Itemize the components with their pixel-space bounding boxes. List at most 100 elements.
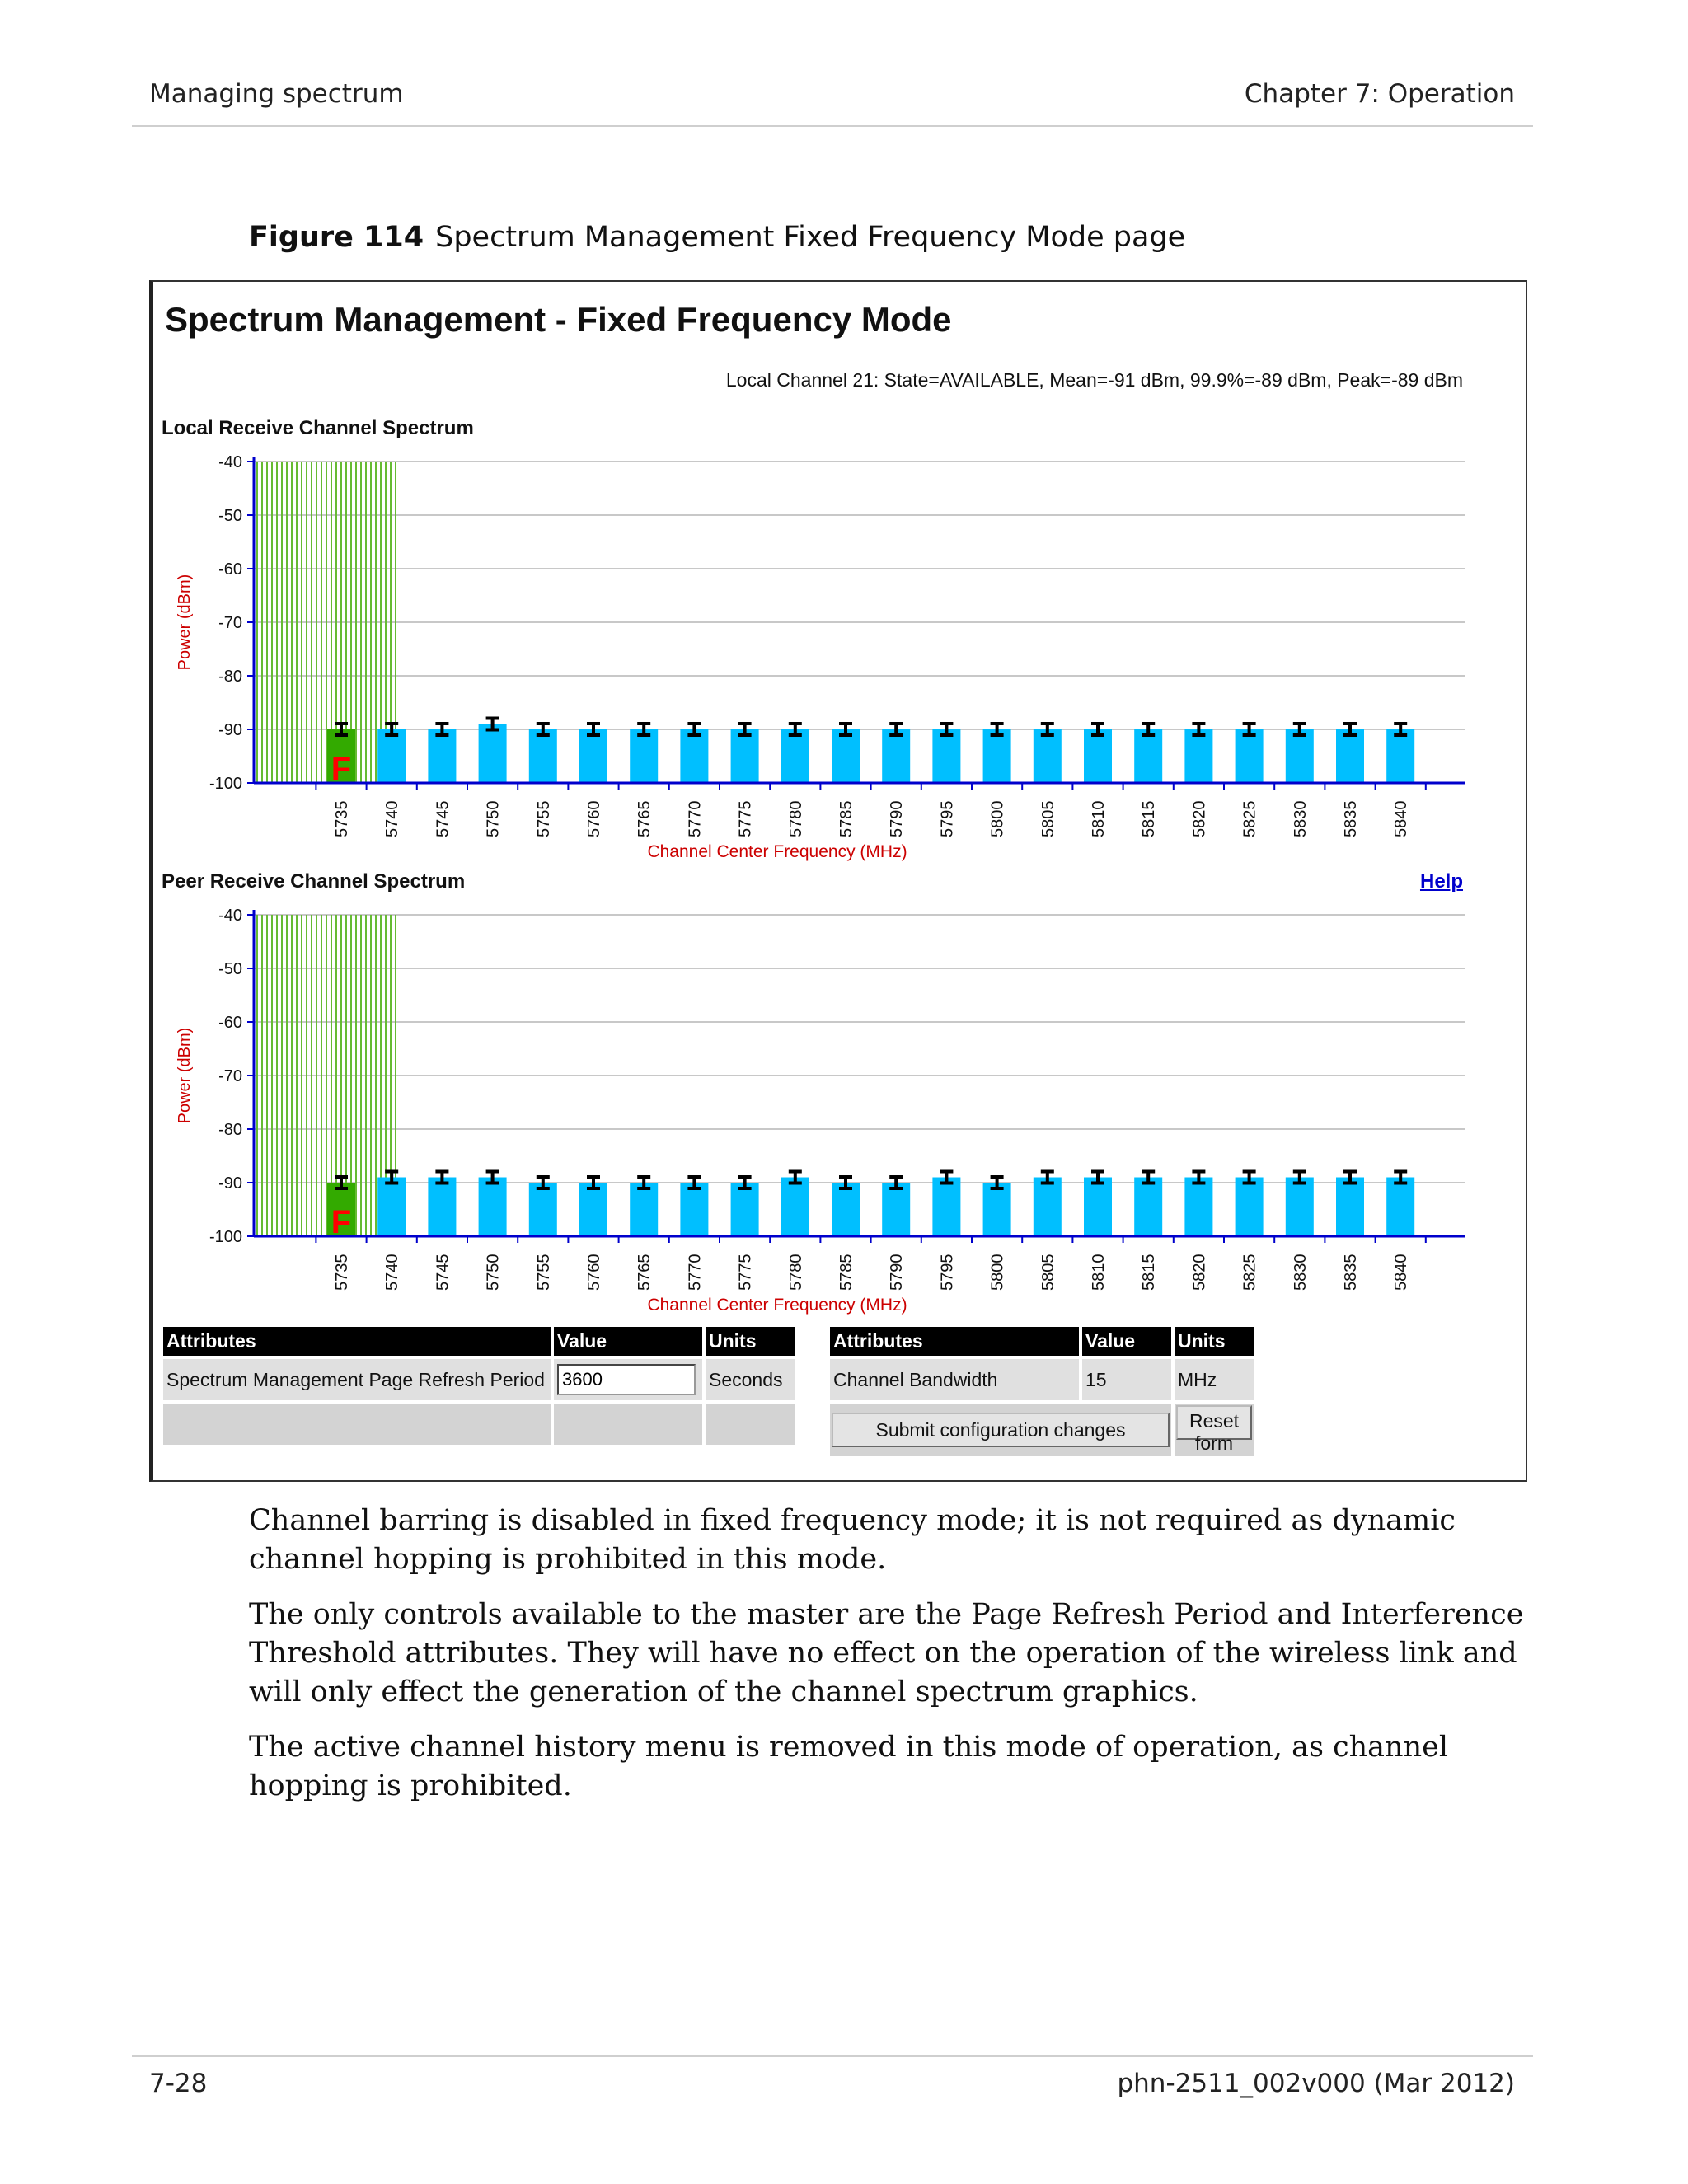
bar-5805: [1033, 1177, 1062, 1236]
x-tick-label: 5790: [888, 1254, 906, 1291]
x-tick-label: 5745: [434, 801, 452, 838]
bar-5840: [1386, 1177, 1415, 1236]
x-tick-label: 5755: [535, 1254, 553, 1291]
submit-button[interactable]: Submit configuration changes: [832, 1413, 1170, 1447]
refresh-period-input[interactable]: [557, 1364, 696, 1395]
x-tick-label: 5775: [737, 1254, 755, 1291]
paragraph-2: The only controls available to the maste…: [249, 1598, 1524, 1708]
x-tick-label: 5800: [989, 1254, 1007, 1291]
y-tick-label: -90: [218, 1174, 242, 1193]
bar-5780: [781, 1177, 809, 1236]
bar-5820: [1184, 729, 1213, 783]
value-header: Value: [1082, 1327, 1171, 1356]
x-tick-label: 5740: [383, 801, 401, 838]
y-tick-label: -40: [218, 453, 242, 471]
x-tick-label: 5765: [635, 1254, 654, 1291]
bar-5805: [1033, 729, 1062, 783]
bar-5740: [377, 729, 406, 783]
bar-5775: [730, 729, 759, 783]
bar-5815: [1134, 1177, 1163, 1236]
bar-5750: [478, 724, 507, 783]
bar-5785: [832, 729, 860, 783]
footer-divider: [132, 2055, 1533, 2057]
x-tick-label: 5825: [1241, 801, 1259, 838]
header-chapter: Chapter 7: Operation: [1244, 79, 1515, 109]
reset-button[interactable]: Reset form: [1176, 1405, 1252, 1454]
channel-bandwidth-label: Channel Bandwidth: [830, 1359, 1079, 1400]
x-tick-label: 5830: [1292, 801, 1310, 838]
x-tick-label: 5815: [1140, 801, 1158, 838]
x-tick-label: 5840: [1392, 1254, 1410, 1291]
x-tick-label: 5785: [837, 801, 856, 838]
y-tick-label: -100: [209, 775, 242, 793]
y-tick-label: -60: [218, 1014, 242, 1032]
y-tick-label: -90: [218, 721, 242, 739]
figure-title: Spectrum Management Fixed Frequency Mode…: [435, 221, 1186, 254]
bar-5795: [932, 1177, 961, 1236]
blank-cell: [706, 1404, 795, 1445]
active-channel-marker: F: [331, 1204, 351, 1240]
bar-5735: [327, 1183, 355, 1236]
page-number: 7-28: [149, 2069, 208, 2098]
peer-spectrum-chart: -40 -50 -60 -70 -80 -90 -100 F 5735 5740 5745 5750 5…: [176, 907, 1465, 1315]
x-tick-label: 5820: [1190, 1254, 1208, 1291]
bar-5740: [377, 1177, 406, 1236]
bar-5795: [932, 729, 961, 783]
x-tick-label: 5785: [837, 1254, 856, 1291]
y-tick-label: -50: [218, 507, 242, 525]
y-axis-label: Power (dBm): [176, 574, 194, 671]
figure-caption: Figure 114 Spectrum Management Fixed Freq…: [249, 221, 1185, 254]
bar-5830: [1285, 1177, 1314, 1236]
bar-5825: [1235, 1177, 1264, 1236]
x-tick-label: 5840: [1392, 801, 1410, 838]
bar-5810: [1084, 729, 1112, 783]
bar-5750: [478, 1177, 507, 1236]
bar-5780: [781, 729, 809, 783]
x-tick-label: 5830: [1292, 1254, 1310, 1291]
x-tick-label: 5800: [989, 801, 1007, 838]
bar-5800: [982, 729, 1011, 783]
x-tick-label: 5820: [1190, 801, 1208, 838]
attributes-header: Attributes: [830, 1327, 1079, 1356]
paragraph-1: Channel barring is disabled in fixed fre…: [249, 1504, 1456, 1576]
x-tick-label: 5810: [1090, 1254, 1108, 1291]
page-title: Spectrum Management - Fixed Frequency Mo…: [165, 300, 952, 339]
bar-5760: [579, 1183, 607, 1236]
header-divider: [132, 125, 1533, 127]
x-tick-label: 5745: [434, 1254, 452, 1291]
help-link[interactable]: Help: [1419, 870, 1463, 893]
y-tick-label: -50: [218, 960, 242, 978]
active-channel-marker: F: [331, 751, 351, 787]
x-tick-label: 5735: [333, 801, 351, 838]
local-channel-status: Local Channel 21: State=AVAILABLE, Mean=…: [725, 369, 1463, 391]
bar-5790: [882, 1183, 911, 1236]
screenshot-frame: Spectrum Management - Fixed Frequency Mo…: [149, 280, 1527, 1482]
bar-5760: [579, 729, 607, 783]
bar-5745: [428, 729, 457, 783]
bar-5800: [982, 1183, 1011, 1236]
bar-5835: [1336, 1177, 1364, 1236]
x-tick-label: 5755: [535, 801, 553, 838]
y-tick-label: -60: [218, 560, 242, 579]
x-tick-label: 5795: [938, 801, 956, 838]
x-tick-label: 5780: [787, 1254, 805, 1291]
bar-5835: [1336, 729, 1364, 783]
x-tick-label: 5760: [585, 1254, 603, 1291]
blank-cell: [554, 1404, 702, 1445]
x-tick-label: 5835: [1342, 801, 1360, 838]
refresh-period-units: Seconds: [706, 1359, 795, 1400]
bar-5825: [1235, 729, 1264, 783]
y-tick-label: -80: [218, 1121, 242, 1139]
submit-cell: Submit configuration changes: [830, 1404, 1171, 1456]
bar-5765: [630, 729, 659, 783]
bar-5755: [528, 1183, 557, 1236]
y-tick-label: -70: [218, 1067, 242, 1085]
y-tick-label: -40: [218, 907, 242, 925]
value-header: Value: [554, 1327, 702, 1356]
refresh-period-cell: [554, 1359, 702, 1400]
x-axis-label: Channel Center Frequency (MHz): [647, 1296, 907, 1315]
x-tick-label: 5740: [383, 1254, 401, 1291]
x-tick-label: 5775: [737, 801, 755, 838]
channel-bandwidth-value: 15: [1082, 1359, 1171, 1400]
x-tick-label: 5770: [686, 801, 704, 838]
